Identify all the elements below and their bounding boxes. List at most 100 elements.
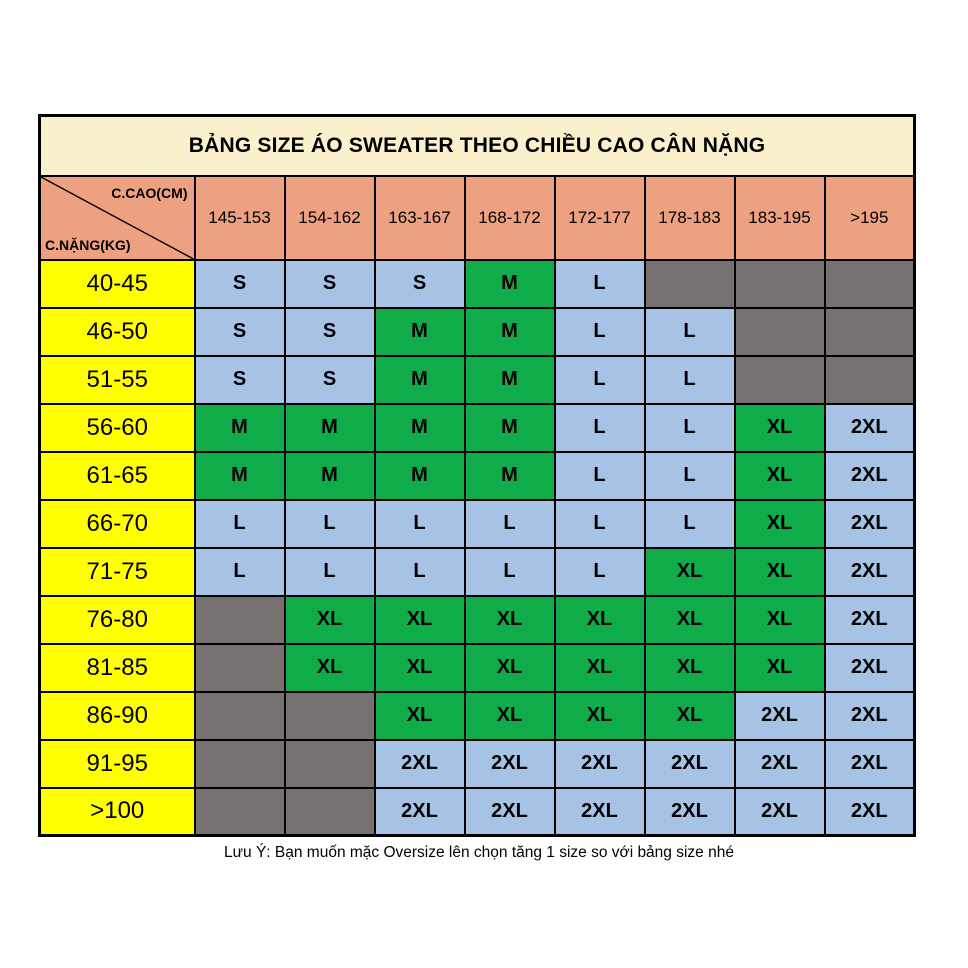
weight-range-cell: 86-90 [38,690,196,741]
weight-range-cell: 61-65 [38,450,196,501]
size-cell: XL [643,546,736,597]
height-column-header: 168-172 [463,174,556,261]
weight-range-cell: 51-55 [38,354,196,405]
empty-cell [193,642,286,693]
size-cell: L [283,498,376,549]
empty-cell [193,738,286,789]
empty-cell [283,786,376,837]
size-cell: M [373,354,466,405]
height-header-row: C.CAO(CM) C.NẶNG(KG) 145-153 154-162 163… [38,174,916,261]
axis-corner-cell: C.CAO(CM) C.NẶNG(KG) [38,174,196,261]
size-cell: L [553,354,646,405]
size-cell: L [553,450,646,501]
height-column-header: 183-195 [733,174,826,261]
size-cell: XL [733,402,826,453]
footer-note: Lưu Ý: Bạn muốn mặc Oversize lên chọn tă… [224,844,734,861]
size-cell: XL [733,546,826,597]
empty-cell [193,594,286,645]
size-cell: XL [463,594,556,645]
size-table-body: 40-45 S S S M L 46-50 S S M M L L 51-55 S S M M L L 56-60 M M M… [38,258,916,837]
table-row: 86-90 XL XL XL XL 2XL 2XL [38,690,916,741]
size-cell: L [373,546,466,597]
weight-range-cell: 40-45 [38,258,196,309]
size-cell: XL [373,642,466,693]
size-cell: 2XL [553,786,646,837]
size-cell: XL [553,642,646,693]
empty-cell [643,258,736,309]
weight-range-cell: 76-80 [38,594,196,645]
empty-cell [823,306,916,357]
weight-range-cell: 81-85 [38,642,196,693]
height-column-header: 172-177 [553,174,646,261]
size-cell: M [373,402,466,453]
size-cell: 2XL [823,498,916,549]
size-chart: BẢNG SIZE ÁO SWEATER THEO CHIỀU CAO CÂN … [38,114,920,862]
height-column-header: 145-153 [193,174,286,261]
size-cell: M [283,402,376,453]
size-cell: L [553,402,646,453]
size-cell: M [193,402,286,453]
weight-range-cell: 46-50 [38,306,196,357]
empty-cell [823,258,916,309]
table-row: 76-80 XL XL XL XL XL XL 2XL [38,594,916,645]
table-row: 91-95 2XL 2XL 2XL 2XL 2XL 2XL [38,738,916,789]
size-cell: XL [733,450,826,501]
size-cell: XL [733,594,826,645]
size-cell: M [463,402,556,453]
size-cell: XL [733,642,826,693]
size-cell: L [643,498,736,549]
size-cell: L [643,306,736,357]
size-cell: 2XL [463,786,556,837]
table-row: 71-75 L L L L L XL XL 2XL [38,546,916,597]
size-cell: 2XL [373,786,466,837]
size-cell: 2XL [823,450,916,501]
size-cell: XL [283,642,376,693]
size-cell: L [463,498,556,549]
height-axis-label: C.CAO(CM) [111,184,188,201]
table-row: 81-85 XL XL XL XL XL XL 2XL [38,642,916,693]
size-cell: M [193,450,286,501]
height-column-header: 154-162 [283,174,376,261]
size-cell: 2XL [463,738,556,789]
size-cell: 2XL [823,402,916,453]
size-cell: M [283,450,376,501]
size-cell: 2XL [643,786,736,837]
size-cell: XL [553,594,646,645]
weight-range-cell: 66-70 [38,498,196,549]
size-cell: XL [643,642,736,693]
size-cell: L [553,306,646,357]
size-cell: S [193,306,286,357]
size-cell: XL [643,690,736,741]
size-cell: 2XL [553,738,646,789]
size-cell: L [193,498,286,549]
size-cell: 2XL [733,786,826,837]
size-cell: XL [553,690,646,741]
table-row: 51-55 S S M M L L [38,354,916,405]
size-cell: M [373,450,466,501]
table-row: 56-60 M M M M L L XL 2XL [38,402,916,453]
size-cell: M [463,450,556,501]
size-cell: XL [463,642,556,693]
size-cell: L [463,546,556,597]
empty-cell [733,258,826,309]
empty-cell [193,786,286,837]
empty-cell [283,690,376,741]
size-cell: M [463,258,556,309]
size-table: BẢNG SIZE ÁO SWEATER THEO CHIỀU CAO CÂN … [38,114,917,837]
size-cell: M [463,354,556,405]
size-cell: L [643,402,736,453]
size-cell: 2XL [643,738,736,789]
table-row: 46-50 S S M M L L [38,306,916,357]
height-column-header: 163-167 [373,174,466,261]
size-cell: 2XL [733,738,826,789]
size-cell: 2XL [823,786,916,837]
table-row: >100 2XL 2XL 2XL 2XL 2XL 2XL [38,786,916,837]
size-cell: XL [373,594,466,645]
size-cell: L [373,498,466,549]
size-cell: XL [373,690,466,741]
size-cell: L [643,354,736,405]
size-cell: XL [733,498,826,549]
size-cell: S [283,354,376,405]
size-cell: L [553,258,646,309]
weight-range-cell: 71-75 [38,546,196,597]
